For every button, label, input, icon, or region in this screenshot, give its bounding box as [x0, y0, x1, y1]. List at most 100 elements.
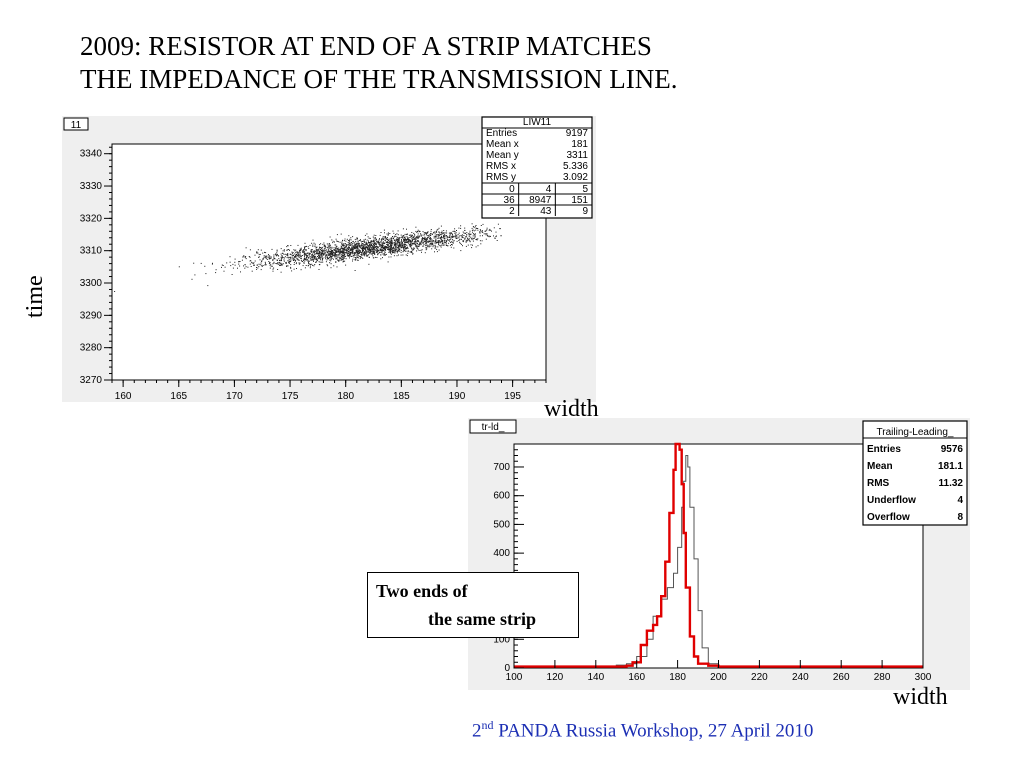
- scatter-point: [316, 251, 318, 253]
- scatter-point: [269, 264, 271, 266]
- scatter-point: [477, 229, 479, 231]
- scatter-point: [383, 239, 385, 240]
- scatter-point: [338, 259, 340, 261]
- scatter-point: [349, 243, 351, 245]
- scatter-point: [298, 256, 300, 258]
- scatter-point: [318, 252, 320, 254]
- scatter-point: [391, 238, 393, 240]
- scatter-point: [256, 264, 258, 266]
- scatter-point: [315, 256, 317, 258]
- scatter-point: [372, 252, 374, 254]
- scatter-point: [403, 237, 405, 239]
- scatter-point: [486, 233, 488, 235]
- footer-number: 2: [472, 720, 482, 742]
- scatter-point: [474, 233, 476, 235]
- scatter-point: [378, 239, 380, 241]
- scatter-point: [420, 234, 422, 236]
- stats-value: 11.32: [939, 478, 964, 489]
- scatter-point: [369, 244, 371, 246]
- scatter-point: [395, 246, 397, 248]
- scatter-point: [332, 242, 334, 244]
- title-line-2: THE IMPEDANCE OF THE TRANSMISSION LINE.: [80, 64, 678, 94]
- scatter-point: [249, 260, 251, 262]
- scatter-point: [360, 251, 362, 253]
- scatter-point: [356, 253, 358, 255]
- scatter-point: [304, 267, 306, 269]
- scatter-point: [339, 251, 341, 253]
- scatter-point: [361, 257, 363, 258]
- scatter-point: [336, 245, 338, 247]
- scatter-point: [369, 244, 371, 246]
- scatter-point: [339, 257, 341, 259]
- scatter-point: [401, 236, 403, 238]
- scatter-point: [318, 251, 320, 253]
- scatter-point: [416, 246, 417, 248]
- scatter-point: [343, 253, 345, 255]
- scatter-point: [472, 229, 474, 231]
- scatter-point: [356, 250, 358, 252]
- scatter-point: [395, 246, 397, 248]
- scatter-point: [305, 250, 307, 252]
- scatter-point: [453, 247, 455, 249]
- scatter-point: [364, 240, 365, 242]
- scatter-point: [439, 236, 441, 238]
- scatter-point: [356, 238, 358, 240]
- scatter-point: [489, 229, 491, 231]
- scatter-point: [321, 256, 323, 258]
- scatter-point: [451, 236, 453, 238]
- scatter-point: [345, 252, 347, 253]
- scatter-point: [293, 257, 295, 259]
- scatter-point: [376, 248, 378, 250]
- scatter-point: [394, 243, 396, 245]
- scatter-point: [344, 250, 346, 252]
- scatter-point: [303, 258, 305, 259]
- scatter-point: [413, 248, 415, 249]
- scatter-point: [335, 247, 337, 249]
- scatter-point: [438, 227, 440, 229]
- scatter-point: [338, 260, 340, 261]
- scatter-point: [315, 250, 317, 252]
- scatter-point: [432, 246, 434, 248]
- scatter-point: [326, 255, 328, 257]
- scatter-point: [372, 248, 374, 250]
- scatter-point: [345, 245, 347, 247]
- scatter-point: [393, 247, 395, 249]
- scatter-point: [357, 260, 359, 261]
- plot-frame: [513, 443, 924, 669]
- stats-label: Mean y: [486, 150, 519, 161]
- scatter-point: [445, 235, 447, 236]
- scatter-point: [334, 256, 336, 258]
- scatter-point: [429, 241, 431, 242]
- scatter-point: [391, 242, 393, 244]
- scatter-point: [245, 258, 247, 260]
- scatter-point: [473, 233, 475, 235]
- scatter-point: [378, 241, 380, 243]
- scatter-point: [322, 261, 324, 263]
- scatter-point: [436, 235, 438, 237]
- scatter-point: [392, 252, 394, 253]
- scatter-point: [458, 237, 460, 239]
- scatter-point: [426, 248, 428, 250]
- scatter-point: [377, 254, 379, 256]
- stats-frame: [481, 116, 593, 219]
- scatter-point: [451, 244, 452, 245]
- scatter-point: [300, 249, 302, 251]
- scatter-point: [413, 243, 415, 245]
- scatter-point: [291, 256, 293, 258]
- scatter-point: [468, 239, 470, 241]
- scatter-point: [378, 242, 380, 244]
- scatter-point: [303, 250, 305, 252]
- scatter-point: [460, 250, 462, 252]
- scatter-point: [280, 258, 282, 260]
- scatter-point: [404, 236, 406, 238]
- scatter-point: [422, 231, 424, 233]
- scatter-point: [333, 254, 335, 256]
- scatter-point: [345, 258, 347, 260]
- scatter-point: [379, 238, 380, 240]
- scatter-point: [411, 235, 413, 237]
- scatter-point: [414, 244, 416, 246]
- stats-value: 9576: [941, 444, 964, 455]
- scatter-point: [438, 242, 440, 244]
- scatter-point: [283, 259, 285, 261]
- scatter-point: [405, 244, 407, 246]
